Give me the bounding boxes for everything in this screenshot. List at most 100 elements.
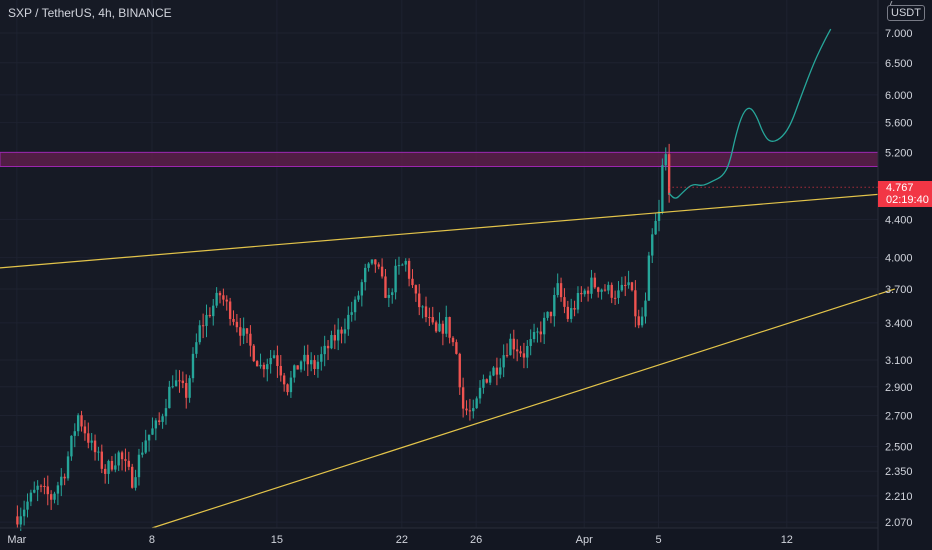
- candle-body: [309, 360, 313, 365]
- candle-body: [465, 408, 468, 411]
- candle-body: [478, 387, 482, 399]
- candle-body: [401, 264, 404, 266]
- candle-body: [455, 342, 458, 354]
- price-tick-label: 3.700: [885, 284, 913, 296]
- time-tick-label: 12: [781, 534, 793, 546]
- trendline-upper: [0, 192, 895, 269]
- candle-body: [407, 260, 411, 279]
- candle-body: [218, 292, 222, 296]
- grid: [0, 0, 878, 528]
- candle-body: [583, 290, 586, 295]
- time-tick-label: 26: [470, 534, 482, 546]
- price-tick-label: 2.500: [885, 441, 913, 453]
- candle-body: [141, 452, 144, 455]
- price-tick-label: 2.700: [885, 410, 913, 422]
- candle-body: [536, 331, 539, 333]
- price-tick-label: 2.350: [885, 466, 913, 478]
- candle-body: [597, 287, 600, 292]
- candle-body: [515, 349, 519, 352]
- trendline-lower: [151, 288, 896, 529]
- price-tick-label: 7.000: [885, 28, 913, 40]
- candle-body: [147, 434, 151, 441]
- candle-body: [391, 292, 394, 295]
- candle-body: [289, 377, 293, 393]
- resistance-zone: [0, 151, 879, 167]
- candle-body: [461, 387, 465, 409]
- candle-body: [384, 276, 387, 298]
- candle-body: [117, 452, 120, 466]
- candle-body: [397, 265, 401, 267]
- candle-body: [164, 408, 168, 417]
- candle-body: [26, 501, 29, 510]
- candle-body: [441, 323, 445, 334]
- candle-body: [245, 328, 249, 334]
- candle-body: [134, 477, 137, 488]
- candle-body: [539, 331, 542, 335]
- candle-body: [573, 308, 576, 310]
- candle-body: [620, 284, 624, 291]
- candle-body: [185, 383, 188, 398]
- candle-body: [215, 292, 218, 306]
- candle-body: [556, 283, 559, 295]
- currency-button[interactable]: USDT: [887, 5, 925, 21]
- candle-body: [394, 265, 397, 293]
- candle-body: [33, 489, 36, 493]
- candle-body: [191, 353, 195, 379]
- candle-body: [519, 351, 522, 354]
- price-tick-label: 4.400: [885, 214, 913, 226]
- candle-body: [458, 353, 461, 388]
- candle-body: [107, 460, 110, 474]
- candle-body: [445, 317, 448, 334]
- price-axis[interactable]: 7.000 6.500 6.000 5.600 5.200 4.400 4.000 3.700…: [885, 28, 913, 529]
- candle-body: [161, 416, 164, 422]
- candle-body: [120, 452, 124, 460]
- candle-body: [377, 264, 380, 267]
- candle-body: [171, 386, 174, 388]
- time-tick-label: 5: [655, 534, 661, 546]
- candle-body: [522, 353, 526, 358]
- candle-body: [110, 460, 114, 470]
- candle-body: [80, 415, 83, 427]
- plot-area[interactable]: [0, 0, 878, 528]
- candle-body: [320, 354, 323, 362]
- candle-body: [212, 305, 215, 317]
- candle-body: [114, 465, 117, 470]
- candle-body: [276, 355, 279, 366]
- time-axis[interactable]: Mar 8 15 22 26 Apr 5 12: [7, 534, 793, 546]
- candle-body: [286, 384, 289, 393]
- candle-body: [367, 263, 370, 268]
- candle-body: [225, 299, 228, 302]
- candle-body: [316, 361, 320, 369]
- candle-body: [66, 456, 70, 479]
- candle-body: [526, 345, 529, 358]
- candle-body: [624, 284, 627, 286]
- price-tick-label: 3.400: [885, 318, 913, 330]
- candle-body: [333, 335, 337, 341]
- candle-body: [269, 358, 272, 365]
- candle-body: [661, 165, 664, 212]
- candle-body: [610, 284, 613, 298]
- candle-body: [262, 364, 266, 370]
- candles: [16, 143, 671, 531]
- candle-body: [124, 459, 127, 461]
- candle-body: [350, 312, 353, 315]
- time-tick-label: 8: [149, 534, 155, 546]
- candle-body: [242, 328, 245, 336]
- candle-body: [512, 338, 515, 350]
- candle-body: [343, 329, 347, 334]
- candle-body: [60, 476, 63, 486]
- price-tick-label: 2.900: [885, 382, 913, 394]
- candle-body: [53, 493, 56, 500]
- candle-body: [103, 468, 107, 474]
- drawings: [0, 28, 896, 529]
- candle-body: [654, 220, 657, 235]
- candle-body: [593, 277, 597, 288]
- candle-body: [542, 317, 546, 335]
- projection-path: [668, 28, 832, 199]
- price-tick-label: 6.500: [885, 58, 913, 70]
- candle-body: [326, 345, 330, 349]
- candle-body: [76, 415, 80, 432]
- candle-body: [255, 361, 259, 367]
- candle-body: [70, 435, 73, 457]
